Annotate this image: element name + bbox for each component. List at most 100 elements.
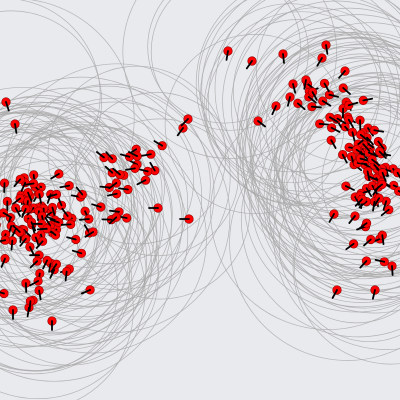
agent-heading-line [311, 91, 318, 101]
perception-ring [150, 0, 309, 131]
agent-heading-line [14, 123, 18, 134]
agent-heading-line [180, 118, 189, 127]
agent-heading-line [325, 44, 329, 55]
agent-heading-line [176, 127, 184, 137]
agent-heading-line [125, 167, 136, 171]
agent-heading-line [371, 158, 381, 167]
agent [369, 125, 385, 135]
agent [179, 214, 194, 224]
agent [373, 136, 385, 150]
agent [358, 218, 372, 230]
agent-heading-line [310, 105, 322, 109]
agent-heading-line [28, 300, 32, 312]
perception-ring [0, 127, 189, 345]
agent [356, 130, 369, 142]
agent [29, 276, 43, 287]
agent [293, 98, 306, 111]
agent [21, 204, 31, 218]
perception-ring [0, 131, 84, 274]
agent [325, 112, 339, 123]
agent-heading-line [21, 207, 27, 218]
agent [307, 87, 318, 101]
perception-ring [294, 59, 400, 213]
agent-heading-line [23, 182, 35, 186]
agent-heading-line [80, 288, 91, 295]
agent [34, 285, 44, 301]
perception-ring [0, 87, 166, 278]
agent-heading-line [318, 122, 330, 126]
agent [0, 222, 1, 228]
agent-heading-line [99, 185, 111, 189]
perception-ring [321, 101, 400, 262]
agent-heading-line [29, 280, 39, 287]
agent [84, 227, 98, 238]
agent [355, 115, 365, 131]
agent-heading-line [362, 97, 374, 102]
agent-heading-line [79, 218, 90, 221]
perception-ring [274, 45, 400, 257]
agent [367, 155, 381, 167]
agent-heading-line [51, 206, 56, 218]
agent-heading-line [138, 168, 149, 173]
agent-heading-line [35, 240, 44, 249]
agent-heading-line [71, 249, 83, 255]
agent-heading-line [105, 151, 114, 160]
agent-heading-line [112, 167, 121, 176]
agent [331, 285, 342, 299]
agent [341, 181, 355, 191]
agent-heading-line [12, 197, 22, 205]
agent-heading-line [28, 245, 35, 256]
agent [0, 235, 10, 245]
agent [394, 186, 400, 196]
agent [34, 189, 44, 204]
agent-heading-line [366, 136, 374, 146]
agent-heading-line [344, 185, 355, 191]
perception-ring [0, 159, 160, 367]
agent [344, 100, 359, 110]
perception-ring [0, 136, 155, 335]
agent [359, 256, 372, 269]
perception-ring [0, 86, 134, 310]
agent [363, 166, 373, 182]
perception-ring [0, 111, 144, 347]
agent-heading-line [84, 231, 94, 238]
agent-heading-line [38, 193, 42, 204]
agent-heading-line [42, 259, 48, 270]
perception-ring [0, 105, 161, 347]
agent-heading-line [14, 207, 21, 217]
agent [363, 234, 376, 247]
agent [25, 242, 35, 256]
perception-ring [250, 44, 400, 260]
agent-heading-line [141, 153, 152, 157]
perception-ring [0, 132, 164, 309]
agent-heading-line [44, 216, 52, 227]
agent [326, 135, 337, 149]
agent-heading-line [50, 172, 60, 180]
perception-ring [274, 72, 400, 278]
agent [378, 168, 388, 183]
agent-heading-line [328, 213, 335, 223]
agent [50, 169, 64, 180]
agent [278, 49, 288, 64]
agent [108, 212, 121, 225]
agent [373, 179, 387, 192]
perception-ring [9, 83, 211, 286]
agent [47, 202, 58, 218]
agent-heading-line [50, 263, 58, 273]
perception-ring [273, 123, 400, 350]
agent-heading-line [61, 207, 69, 217]
agent-heading-line [323, 82, 330, 93]
agent-heading-line [66, 236, 77, 241]
perception-ring [266, 137, 400, 281]
agent-heading-line [0, 257, 6, 268]
agent [96, 151, 109, 163]
agent-heading-line [331, 289, 338, 299]
agent [120, 152, 135, 162]
agent-heading-line [26, 306, 30, 318]
agent-heading-line [380, 208, 390, 217]
agent-heading-line [286, 96, 291, 107]
agent-heading-line [356, 162, 368, 166]
perception-ring [122, 0, 337, 159]
agent [19, 234, 31, 247]
perception-ring [256, 0, 400, 163]
